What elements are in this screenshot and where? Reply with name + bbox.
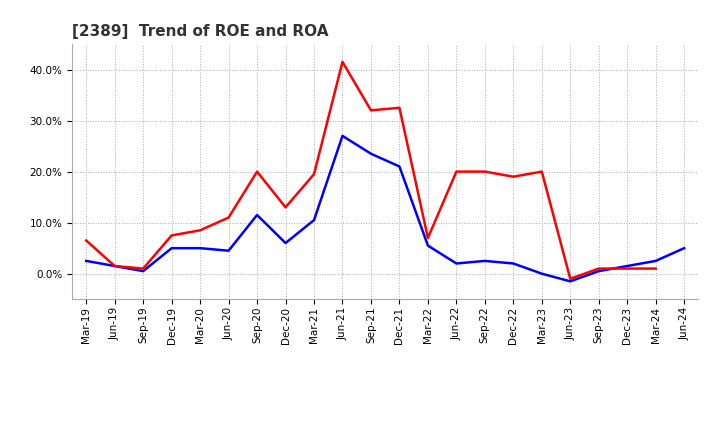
ROA xyxy=(282,240,290,246)
ROA xyxy=(537,271,546,276)
ROE xyxy=(423,235,432,241)
ROA xyxy=(167,246,176,251)
ROE xyxy=(623,266,631,271)
ROA xyxy=(253,213,261,218)
ROE xyxy=(253,169,261,174)
ROA xyxy=(395,164,404,169)
ROE xyxy=(310,172,318,177)
ROA xyxy=(480,258,489,264)
ROA xyxy=(139,268,148,274)
ROE xyxy=(196,227,204,233)
ROA xyxy=(110,264,119,269)
Line: ROE: ROE xyxy=(86,62,656,279)
ROE xyxy=(595,266,603,271)
ROE xyxy=(282,205,290,210)
Legend: ROE, ROA: ROE, ROA xyxy=(302,438,468,440)
ROE xyxy=(82,238,91,243)
ROE xyxy=(652,266,660,271)
ROA xyxy=(423,243,432,248)
ROE xyxy=(366,108,375,113)
ROA xyxy=(338,133,347,139)
ROE xyxy=(395,105,404,110)
ROA xyxy=(196,246,204,251)
ROA xyxy=(623,264,631,269)
ROE xyxy=(537,169,546,174)
ROE xyxy=(225,215,233,220)
ROE xyxy=(480,169,489,174)
ROA xyxy=(509,261,518,266)
ROE xyxy=(110,264,119,269)
ROE xyxy=(452,169,461,174)
ROA xyxy=(366,151,375,156)
ROA xyxy=(680,246,688,251)
ROA xyxy=(82,258,91,264)
ROE xyxy=(139,266,148,271)
ROE xyxy=(338,59,347,65)
ROA xyxy=(310,217,318,223)
ROA xyxy=(566,279,575,284)
ROE xyxy=(509,174,518,180)
ROE xyxy=(167,233,176,238)
ROA xyxy=(452,261,461,266)
ROA xyxy=(652,258,660,264)
ROA xyxy=(225,248,233,253)
ROA xyxy=(595,268,603,274)
ROE xyxy=(566,276,575,282)
Text: [2389]  Trend of ROE and ROA: [2389] Trend of ROE and ROA xyxy=(72,24,328,39)
Line: ROA: ROA xyxy=(86,136,684,281)
